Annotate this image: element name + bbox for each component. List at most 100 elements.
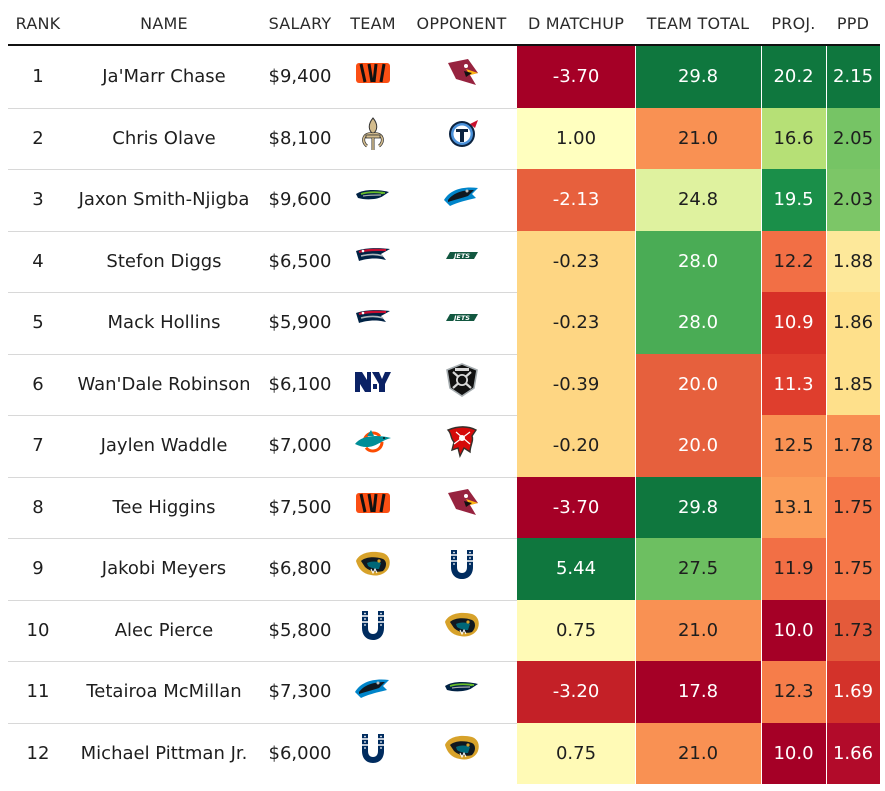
ppd-cell: 2.15: [826, 46, 880, 108]
rank-cell: 6: [32, 373, 44, 395]
header-proj: PROJ.: [771, 13, 816, 33]
seahawks-team-logo-icon: [353, 178, 393, 214]
rank-cell: 2: [32, 127, 44, 149]
d-matchup-cell: -3.70: [517, 46, 635, 108]
ppd-cell: 1.75: [826, 476, 880, 538]
team-total-cell: 24.8: [635, 169, 761, 231]
name-cell: Mack Hollins: [107, 312, 221, 334]
svg-text:JETS: JETS: [452, 314, 470, 322]
salary-cell: $5,800: [268, 619, 332, 641]
ppd-cell: 1.73: [826, 599, 880, 661]
colts-opponent-logo-icon: [442, 547, 482, 583]
d-matchup-cell: 0.75: [517, 599, 635, 661]
row-divider: [8, 415, 517, 416]
d-matchup-cell: -3.70: [517, 476, 635, 538]
header-opponent: OPPONENT: [416, 13, 507, 33]
name-cell: Michael Pittman Jr.: [80, 742, 248, 764]
d-matchup-cell: 1.00: [517, 107, 635, 169]
rank-cell: 10: [26, 619, 50, 641]
patriots-team-logo-icon: [353, 239, 393, 275]
rank-cell: 12: [26, 742, 50, 764]
ppd-cell: 2.03: [826, 169, 880, 231]
colts-team-logo-icon: [353, 731, 393, 767]
seahawks-opponent-logo-icon: [442, 670, 482, 706]
salary-cell: $7,000: [268, 435, 332, 457]
proj-cell: 16.6: [761, 107, 826, 169]
salary-cell: $8,100: [268, 127, 332, 149]
d-matchup-cell: -0.23: [517, 292, 635, 354]
d-matchup-cell: -0.23: [517, 230, 635, 292]
patriots-team-logo-icon: [353, 301, 393, 337]
row-divider: [8, 169, 517, 170]
row-divider: [8, 599, 517, 601]
header-rank: RANK: [15, 13, 61, 33]
d-matchup-cell: -3.20: [517, 661, 635, 723]
proj-cell: 11.3: [761, 353, 826, 415]
name-cell: Stefon Diggs: [106, 250, 222, 272]
row-divider: [8, 661, 517, 662]
saints-team-logo-icon: [353, 116, 393, 152]
panthers-team-logo-icon: [353, 670, 393, 706]
name-cell: Tetairoa McMillan: [86, 681, 242, 703]
salary-cell: $6,000: [268, 742, 332, 764]
ppd-cell: 1.75: [826, 538, 880, 600]
ppd-cell: 1.86: [826, 292, 880, 354]
salary-cell: $6,500: [268, 250, 332, 272]
rank-cell: 1: [32, 66, 44, 88]
buccaneers-opponent-logo-icon: [442, 424, 482, 460]
giants-team-logo-icon: [353, 362, 393, 398]
jets-opponent-logo-icon: JETS: [442, 239, 482, 275]
name-cell: Wan'Dale Robinson: [77, 373, 251, 395]
name-cell: Jaxon Smith-Njigba: [78, 189, 250, 211]
proj-cell: 10.9: [761, 292, 826, 354]
d-matchup-cell: 0.75: [517, 722, 635, 784]
row-divider: [8, 107, 517, 109]
row-divider: [8, 476, 517, 478]
ppd-cell: 2.05: [826, 107, 880, 169]
bengals-team-logo-icon: [353, 485, 393, 521]
jaguars-opponent-logo-icon: [442, 731, 482, 767]
cardinals-opponent-logo-icon: [442, 55, 482, 91]
row-divider: [8, 722, 517, 724]
salary-cell: $7,500: [268, 496, 332, 518]
header-salary: SALARY: [268, 13, 332, 33]
name-cell: Alec Pierce: [114, 619, 214, 641]
salary-cell: $6,800: [268, 558, 332, 580]
team-total-cell: 21.0: [635, 107, 761, 169]
salary-cell: $5,900: [268, 312, 332, 334]
proj-cell: 12.5: [761, 415, 826, 477]
name-cell: Ja'Marr Chase: [102, 66, 226, 88]
name-cell: Tee Higgins: [112, 496, 216, 518]
team-total-cell: 29.8: [635, 46, 761, 108]
name-cell: Chris Olave: [112, 127, 216, 149]
proj-cell: 13.1: [761, 476, 826, 538]
team-total-cell: 27.5: [635, 538, 761, 600]
d-matchup-cell: -0.39: [517, 353, 635, 415]
team-total-cell: 21.0: [635, 722, 761, 784]
d-matchup-cell: -0.20: [517, 415, 635, 477]
proj-cell: 11.9: [761, 538, 826, 600]
row-divider: [8, 230, 517, 232]
jaguars-team-logo-icon: [353, 547, 393, 583]
proj-cell: 10.0: [761, 599, 826, 661]
proj-cell: 20.2: [761, 46, 826, 108]
heat-column-gutter: [634, 46, 636, 784]
ppd-cell: 1.78: [826, 415, 880, 477]
name-cell: Jaylen Waddle: [100, 435, 228, 457]
jets-opponent-logo-icon: JETS: [442, 301, 482, 337]
rank-cell: 4: [32, 250, 44, 272]
team-total-cell: 20.0: [635, 353, 761, 415]
rank-cell: 8: [32, 496, 44, 518]
ppd-cell: 1.88: [826, 230, 880, 292]
heat-column-gutter: [760, 46, 762, 784]
salary-cell: $7,300: [268, 681, 332, 703]
ppd-cell: 1.85: [826, 353, 880, 415]
colts-team-logo-icon: [353, 608, 393, 644]
team-total-cell: 28.0: [635, 230, 761, 292]
heat-column-gutter: [825, 46, 827, 784]
proj-cell: 12.2: [761, 230, 826, 292]
d-matchup-cell: -2.13: [517, 169, 635, 231]
bengals-team-logo-icon: [353, 55, 393, 91]
d-matchup-cell: 5.44: [517, 538, 635, 600]
